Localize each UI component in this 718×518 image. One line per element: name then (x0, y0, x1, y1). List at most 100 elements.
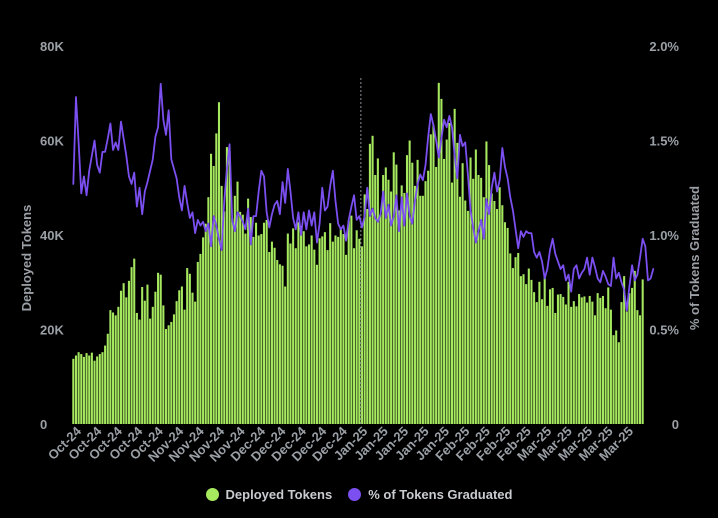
y-left-tick-label: 40K (40, 228, 64, 243)
bar (464, 200, 467, 424)
bar (556, 294, 559, 424)
bar (305, 246, 308, 424)
bar (593, 315, 597, 424)
bar (498, 187, 501, 424)
bar (538, 281, 541, 424)
bar (180, 286, 183, 424)
bar (321, 236, 324, 424)
bar (315, 264, 318, 424)
bar (154, 291, 157, 424)
bar (586, 302, 589, 424)
bar (80, 354, 83, 424)
x-axis: Oct-24Oct-24Oct-24Oct-24Oct-24Nov-24Nov-… (45, 423, 636, 465)
bar (601, 295, 604, 424)
bar (599, 297, 602, 424)
bar (368, 143, 371, 424)
bar (164, 329, 168, 424)
bar (215, 133, 218, 424)
bar (191, 292, 194, 424)
bar (564, 304, 567, 424)
bar (149, 318, 152, 424)
bar (440, 98, 443, 425)
bar (628, 293, 631, 424)
bar (477, 174, 480, 424)
bar (615, 330, 618, 424)
bar (170, 321, 173, 424)
bar (604, 308, 607, 424)
bar (572, 301, 575, 424)
bar (588, 295, 591, 424)
bar (453, 108, 456, 424)
bar (233, 195, 236, 424)
bar (146, 284, 149, 424)
bar (159, 274, 162, 424)
bar (448, 123, 451, 425)
bar (519, 276, 522, 424)
bar (482, 197, 485, 424)
y-axis-left-title: Deployed Tokens (19, 205, 34, 312)
bar (231, 218, 234, 424)
bar (575, 306, 578, 424)
y-right-tick-label: 1.5% (649, 134, 679, 149)
bar (511, 268, 514, 424)
bar (421, 195, 424, 424)
bar (117, 306, 120, 424)
bar (432, 124, 435, 424)
bar (294, 248, 297, 424)
bar (172, 314, 175, 424)
bar (607, 287, 610, 424)
bar (623, 276, 626, 424)
bar (207, 197, 210, 424)
bar (217, 102, 221, 424)
y-right-tick-label: 0 (672, 417, 679, 432)
bar (337, 236, 340, 424)
bar (241, 214, 244, 424)
bar (186, 268, 189, 424)
bar (429, 134, 432, 425)
bar (284, 286, 287, 424)
bar (167, 325, 170, 424)
bar (143, 300, 146, 424)
line-series-tokens-graduated (72, 82, 655, 312)
bar (244, 233, 247, 424)
bar (578, 294, 581, 424)
bar (543, 275, 546, 424)
legend-label: Deployed Tokens (225, 487, 333, 502)
bar (98, 354, 101, 424)
y-left-tick-label: 0 (40, 417, 47, 432)
bar (570, 306, 573, 424)
bar (517, 252, 520, 424)
bar (419, 195, 422, 424)
y-left-tick-label: 80K (40, 39, 64, 54)
bar (456, 142, 459, 425)
bar (96, 356, 99, 424)
bar (631, 287, 634, 424)
bar (252, 236, 255, 424)
bar (596, 293, 599, 424)
bar (583, 296, 586, 424)
bar (125, 297, 128, 424)
bar (398, 210, 401, 424)
legend-item-tokens-graduated[interactable]: % of Tokens Graduated (348, 487, 512, 502)
bar (374, 174, 377, 424)
bar (302, 231, 305, 424)
bar (450, 182, 454, 424)
bar (236, 181, 239, 424)
bar (548, 289, 552, 424)
y-right-tick-label: 2.0% (649, 39, 679, 54)
bar (345, 254, 348, 424)
bar (609, 309, 612, 424)
bar (546, 305, 549, 425)
bar (135, 312, 138, 424)
combo-chart: 0 20K 40K 60K 80K 0 0.5% 1.0% 1.5% 2.0% Deployed… (19, 39, 702, 465)
bar (522, 274, 525, 424)
bar (612, 335, 615, 424)
bar (382, 174, 385, 424)
bar (133, 258, 136, 425)
bar (223, 211, 226, 425)
bar (395, 164, 398, 424)
bar (262, 222, 266, 424)
bar (313, 249, 316, 424)
legend-item-deployed-tokens[interactable]: Deployed Tokens (205, 487, 333, 502)
